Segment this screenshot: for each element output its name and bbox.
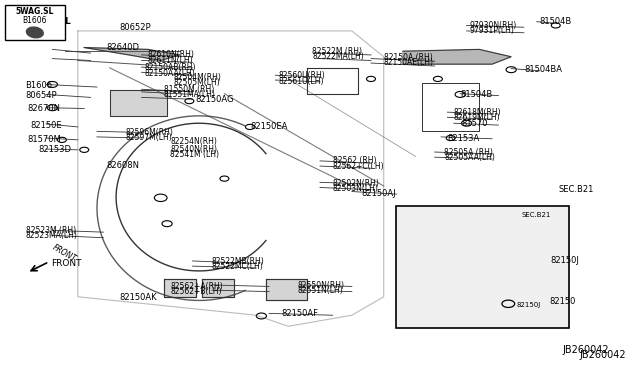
Text: 82670N: 82670N (27, 104, 60, 113)
Text: 82562 (RH): 82562 (RH) (333, 156, 376, 166)
Text: 82562+B(LH): 82562+B(LH) (170, 287, 221, 296)
Text: 82541M (LH): 82541M (LH) (170, 150, 220, 159)
Text: 97931P(LH): 97931P(LH) (470, 26, 515, 35)
Text: 82150AJ: 82150AJ (362, 189, 396, 198)
Text: B1606: B1606 (22, 16, 47, 25)
Text: 82561U(LH): 82561U(LH) (278, 77, 324, 86)
Text: 82150: 82150 (549, 297, 576, 306)
Polygon shape (109, 90, 167, 116)
Text: 82610N(RH): 82610N(RH) (148, 51, 195, 60)
Polygon shape (84, 48, 180, 61)
Polygon shape (266, 279, 307, 301)
Text: 82150J: 82150J (517, 302, 541, 308)
Text: 82522MC(LH): 82522MC(LH) (212, 262, 264, 271)
Text: 97930N(RH): 97930N(RH) (470, 20, 517, 29)
Text: 5WAG.SL: 5WAG.SL (15, 7, 54, 16)
Text: B1606: B1606 (26, 81, 52, 90)
Text: 82153A: 82153A (447, 134, 480, 142)
Bar (396, 206, 568, 328)
Text: JB260042: JB260042 (562, 345, 609, 355)
Text: 82597M(LH): 82597M(LH) (125, 133, 172, 142)
Text: 82150EA: 82150EA (250, 122, 287, 131)
Text: 82150AK: 82150AK (119, 293, 157, 302)
Text: 82540N(RH): 82540N(RH) (170, 145, 217, 154)
Text: 81504B: 81504B (460, 90, 492, 99)
Text: 81570M: 81570M (27, 135, 61, 144)
Bar (4, 5, 65, 40)
Text: SEC.B21: SEC.B21 (559, 185, 595, 194)
Text: 82522MA(LH): 82522MA(LH) (312, 52, 364, 61)
Text: 82640D: 82640D (106, 43, 140, 52)
Text: 82523M (RH): 82523M (RH) (26, 226, 76, 235)
Text: 82150AA(LH): 82150AA(LH) (145, 68, 195, 77)
Text: 82150AB(RH): 82150AB(RH) (145, 63, 196, 72)
Text: 82522MB(RH): 82522MB(RH) (212, 257, 264, 266)
Text: 82503N(LH): 82503N(LH) (333, 184, 379, 193)
Text: 82254N(RH): 82254N(RH) (170, 137, 217, 146)
Text: 80652P: 80652P (119, 23, 151, 32)
Text: 80654P: 80654P (26, 91, 57, 100)
Text: FRONT: FRONT (51, 243, 78, 263)
Text: 82619M(LH): 82619M(LH) (454, 113, 500, 122)
Text: B1606: B1606 (26, 30, 55, 39)
Text: 82618M(RH): 82618M(RH) (454, 108, 502, 117)
Text: 82522M (RH): 82522M (RH) (312, 47, 362, 56)
Text: 82505AA(LH): 82505AA(LH) (444, 153, 495, 163)
Text: 82150AG: 82150AG (196, 96, 234, 105)
Text: 5WAG.SL: 5WAG.SL (26, 17, 71, 26)
Text: 82504M(RH): 82504M(RH) (173, 73, 221, 82)
Text: SEC.B21: SEC.B21 (522, 212, 551, 218)
Text: 82153D: 82153D (38, 145, 71, 154)
Text: 82150J: 82150J (550, 256, 580, 265)
Text: FRONT: FRONT (51, 259, 81, 268)
Text: 81504B: 81504B (540, 17, 572, 26)
Text: 82611N(LH): 82611N(LH) (148, 56, 193, 65)
Text: 81551MA(LH): 81551MA(LH) (164, 90, 216, 99)
Text: 81550M (RH): 81550M (RH) (164, 85, 214, 94)
Text: 82523MA(LH): 82523MA(LH) (26, 231, 77, 240)
Text: 82562+A(RH): 82562+A(RH) (170, 282, 223, 291)
Text: 82562+C(LH): 82562+C(LH) (333, 161, 385, 170)
Polygon shape (164, 279, 196, 297)
Text: JB260042: JB260042 (579, 350, 626, 360)
Text: 82560U(RH): 82560U(RH) (278, 71, 325, 80)
Text: 82505M(LH): 82505M(LH) (173, 78, 220, 87)
Text: 82502N(RH): 82502N(RH) (333, 179, 380, 187)
Text: 82150E: 82150E (30, 121, 61, 129)
Polygon shape (403, 49, 511, 64)
Text: 81504BA: 81504BA (524, 65, 562, 74)
Text: 82550N(RH): 82550N(RH) (298, 281, 345, 290)
Polygon shape (202, 279, 234, 297)
Text: 82608N: 82608N (106, 161, 140, 170)
Text: 82596M(RH): 82596M(RH) (125, 128, 173, 137)
Text: 82551N(LH): 82551N(LH) (298, 286, 344, 295)
Text: 82505A (RH): 82505A (RH) (444, 148, 493, 157)
Text: 82150AF: 82150AF (282, 309, 319, 318)
Text: 82150AE(LH): 82150AE(LH) (384, 58, 434, 67)
Ellipse shape (26, 27, 44, 38)
Text: 81570: 81570 (461, 119, 488, 128)
Text: 82150A (RH): 82150A (RH) (384, 53, 433, 62)
